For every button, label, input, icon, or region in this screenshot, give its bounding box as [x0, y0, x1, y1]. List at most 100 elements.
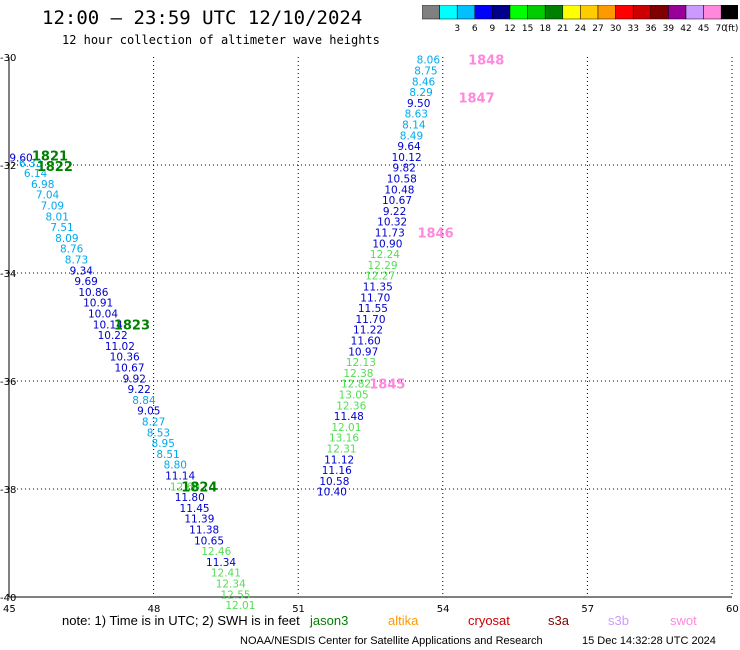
swh-value-label: 12.27 [365, 271, 395, 283]
mission-label-s3a: s3a [548, 613, 569, 628]
swh-value-label: 12.29 [368, 260, 398, 272]
swh-value-label: 13.16 [329, 433, 359, 445]
swh-value-label: 12.01 [331, 422, 361, 434]
x-tick-label: 48 [148, 604, 161, 612]
legend-tick-label: 24 [575, 24, 587, 34]
pass-time-label: 1846 [417, 227, 453, 242]
footer-note: note: 1) Time is in UTC; 2) SWH is in fe… [62, 613, 300, 628]
swh-value-label: 9.05 [137, 406, 160, 418]
legend-tick-label: 9 [490, 24, 496, 34]
swh-value-label: 9.22 [383, 206, 406, 218]
swh-value-label: 11.14 [165, 471, 195, 483]
legend-tick-label: 33 [627, 24, 638, 34]
swh-value-label: 10.14 [93, 319, 123, 331]
pass-time-label: 1824 [181, 480, 217, 495]
swh-value-label: 10.12 [392, 152, 422, 164]
swh-value-label: 11.02 [105, 341, 135, 353]
x-tick-label: 45 [3, 604, 16, 612]
swh-value-label: 12.38 [343, 368, 373, 380]
swh-value-label: 11.73 [375, 228, 405, 240]
y-tick-label: -36 [0, 377, 16, 388]
swh-value-label: 8.53 [147, 427, 170, 439]
mission-label-altika: altika [388, 613, 419, 628]
swh-value-label: 12.46 [201, 546, 231, 558]
legend-tick-label: 45 [698, 24, 709, 34]
legend-tick-label: 42 [680, 24, 691, 34]
swh-value-label: 10.58 [387, 174, 417, 186]
mission-label-jason3: jason3 [310, 613, 349, 628]
swh-value-label: 6.33 [19, 158, 42, 170]
swh-value-label: 10.36 [110, 352, 140, 364]
swh-value-label: 9.34 [70, 265, 94, 277]
swh-value-label: 12.55 [221, 589, 251, 601]
swh-value-label: 13.05 [339, 390, 369, 402]
legend-swatch [720, 5, 738, 20]
legend-unit-label: (ft) [725, 24, 738, 34]
swh-value-label: 10.22 [98, 330, 128, 342]
swh-value-label: 10.97 [348, 346, 378, 358]
swh-value-label: 8.09 [55, 233, 78, 245]
swh-value-label: 10.04 [88, 309, 118, 321]
swh-value-label: 10.67 [382, 195, 412, 207]
swh-value-label: 11.38 [189, 525, 219, 537]
swh-value-label: 8.51 [156, 449, 179, 461]
swh-value-label: 12.31 [327, 444, 357, 456]
swh-value-label: 8.75 [414, 66, 437, 78]
chart-title: 12:00 — 23:59 UTC 12/10/2024 [42, 7, 363, 29]
swh-value-label: 11.16 [322, 465, 352, 477]
grid [9, 57, 733, 597]
swh-value-label: 12.41 [211, 568, 241, 580]
swh-value-label: 9.92 [123, 373, 146, 385]
legend-tick-label: 39 [663, 24, 675, 34]
swh-value-label: 10.58 [319, 476, 349, 488]
swh-value-label: 10.40 [317, 487, 347, 499]
pass-time-label: 1823 [114, 318, 150, 333]
legend-tick-label: 15 [522, 24, 533, 34]
swh-value-label: 11.45 [180, 503, 210, 515]
x-tick-label: 54 [437, 604, 450, 612]
mission-label-cryosat: cryosat [468, 613, 510, 628]
swh-value-label: 10.65 [194, 535, 224, 547]
swh-value-label: 7.51 [50, 222, 73, 234]
y-tick-label: -38 [0, 485, 16, 496]
pass-time-label: 1821 [32, 149, 68, 164]
legend-tick-label: 6 [472, 24, 478, 34]
y-tick-label: -32 [0, 161, 16, 172]
legend-tick-label: 36 [645, 24, 657, 34]
swh-value-label: 10.32 [377, 217, 407, 229]
x-tick-label: 51 [292, 604, 305, 612]
mission-label-s3b: s3b [608, 613, 629, 628]
swh-value-label: 11.70 [355, 314, 385, 326]
swh-value-label: 8.95 [152, 438, 175, 450]
swh-value-label: 10.48 [384, 184, 414, 196]
chart-subtitle: 12 hour collection of altimeter wave hei… [62, 33, 380, 47]
swh-value-label: 12.82 [341, 379, 371, 391]
swh-value-label: 12.24 [370, 249, 400, 261]
generated-timestamp: 15 Dec 14:32:28 UTC 2024 [582, 635, 716, 647]
y-tick-label: -40 [0, 593, 16, 604]
legend-tick-label: 18 [539, 24, 551, 34]
swh-value-label: 11.55 [358, 303, 388, 315]
swh-value-label: 12.60 [170, 481, 200, 493]
swh-value-label: 9.82 [393, 163, 416, 175]
swh-value-label: 11.39 [184, 514, 214, 526]
swh-value-label: 9.22 [127, 384, 150, 396]
swh-value-label: 11.27 [230, 611, 260, 612]
swh-value-label: 8.76 [60, 244, 84, 256]
swh-value-label: 8.46 [412, 76, 436, 88]
swh-value-label: 8.63 [405, 109, 428, 121]
swh-value-label: 12.36 [336, 400, 366, 412]
swh-value-label: 8.29 [409, 87, 432, 99]
swh-value-label: 12.13 [346, 357, 376, 369]
swh-value-label: 8.06 [417, 55, 441, 67]
legend-tick-label: 12 [504, 24, 515, 34]
swh-value-label: 8.80 [164, 460, 187, 472]
swh-values: 9.606.336.146.987.047.098.017.518.098.76… [9, 55, 440, 612]
legend-tick-label: 30 [610, 24, 622, 34]
color-legend: 3 6 9 12 15 18 21 24 27 30 33 36 39 42 45 70(ft) [422, 5, 738, 34]
swh-value-label: 12.01 [225, 600, 255, 612]
axis-tick-labels: 45 48 51 54 57 60 -30 -32 -34 -36 -38 -40 [0, 53, 739, 612]
plot-frame [8, 57, 732, 598]
legend-tick-label: 70 [715, 24, 727, 34]
